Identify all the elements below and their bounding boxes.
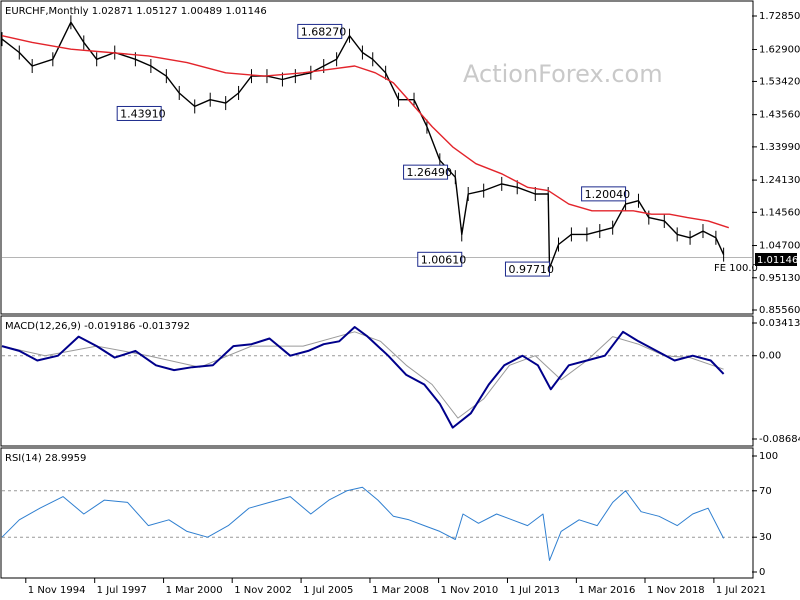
rsi-tick-label: 70	[759, 486, 772, 497]
rsi-plot	[1, 486, 725, 561]
price-tick-label: 1.24130	[759, 175, 800, 186]
time-axis: 1 Nov 1994 1 Jul 1997 1 Mar 2000 1 Nov 2002…	[25, 578, 766, 596]
price-tick-label: 1.62900	[759, 45, 800, 56]
rsi-header: RSI(14) 28.9959	[5, 453, 86, 464]
price-label: 0.97710	[508, 263, 554, 276]
macd-header: MACD(12,26,9) -0.019186 -0.013792	[5, 321, 190, 332]
time-tick-label: 1 Mar 2016	[578, 585, 635, 596]
signal-line	[1, 331, 724, 419]
price-label: 1.43910	[120, 107, 166, 120]
macd-panel-frame	[0, 315, 754, 447]
price-tick-label: 1.14560	[759, 207, 800, 218]
macd-line	[1, 326, 725, 429]
price-label-box	[504, 261, 550, 277]
price-axis: 1.72850 1.62900 1.53420 1.43560 1.33990 1.241…	[2, 11, 800, 316]
time-tick-label: 1 Nov 2018	[647, 585, 705, 596]
rsi-tick-label: 0	[759, 567, 765, 578]
price-label-box	[116, 105, 162, 121]
price-tick-label: 1.33990	[759, 142, 800, 153]
price-annotations: 1.68270 1.43910 1.26490 1.00610 0.97710 1.200…	[116, 23, 631, 277]
price-label-box	[581, 186, 627, 202]
fe-label: FE 100.0	[714, 263, 758, 274]
price-tick-label: 1.72850	[759, 11, 800, 22]
price-tick-label: 1.04700	[759, 241, 800, 252]
time-tick-label: 1 Jul 2021	[716, 585, 766, 596]
time-tick-label: 1 Jul 1997	[97, 585, 147, 596]
watermark: ActionForex.com	[463, 60, 663, 88]
price-series-line	[1, 21, 725, 269]
macd-tick-label: 0.034137	[759, 318, 800, 329]
time-tick-label: 1 Jul 2013	[509, 585, 559, 596]
macd-plot	[1, 326, 725, 429]
price-label: 1.00610	[421, 253, 467, 266]
price-tick-label: 0.85560	[759, 305, 800, 316]
rsi-tick-label: 100	[759, 451, 778, 462]
price-tick-label: 0.95130	[759, 273, 800, 284]
price-label: 1.20040	[585, 188, 631, 201]
price-plot	[1, 15, 730, 276]
macd-axis: 0.034137 0.00 -0.086849	[2, 318, 800, 445]
time-tick-label: 1 Nov 2010	[441, 585, 499, 596]
current-price-badge	[755, 253, 797, 266]
price-label: 1.68270	[301, 25, 347, 38]
time-tick-label: 1 Mar 2000	[166, 585, 223, 596]
price-label: 1.26490	[407, 166, 453, 179]
time-tick-label: 1 Nov 2002	[234, 585, 292, 596]
price-label-box	[417, 251, 463, 267]
time-tick-label: 1 Jul 2005	[303, 585, 353, 596]
price-label-box	[297, 23, 343, 39]
moving-average-line	[1, 35, 730, 229]
price-tick-label: 1.43560	[759, 110, 800, 121]
macd-tick-label: 0.00	[759, 351, 781, 362]
price-panel-frame	[0, 0, 754, 315]
price-label-box	[403, 164, 449, 180]
current-price-label: 1.01146	[757, 255, 798, 266]
macd-tick-label: -0.086849	[759, 434, 800, 445]
rsi-panel-frame	[0, 447, 754, 579]
price-tick-label: 1.53420	[759, 76, 800, 87]
price-header: EURCHF,Monthly 1.02871 1.05127 1.00489 1…	[5, 6, 267, 17]
time-tick-label: 1 Mar 2008	[372, 585, 429, 596]
time-tick-label: 1 Nov 1994	[28, 585, 86, 596]
rsi-tick-label: 30	[759, 532, 772, 543]
rsi-line	[1, 486, 725, 561]
rsi-axis: 100 70 30 0	[2, 451, 778, 578]
